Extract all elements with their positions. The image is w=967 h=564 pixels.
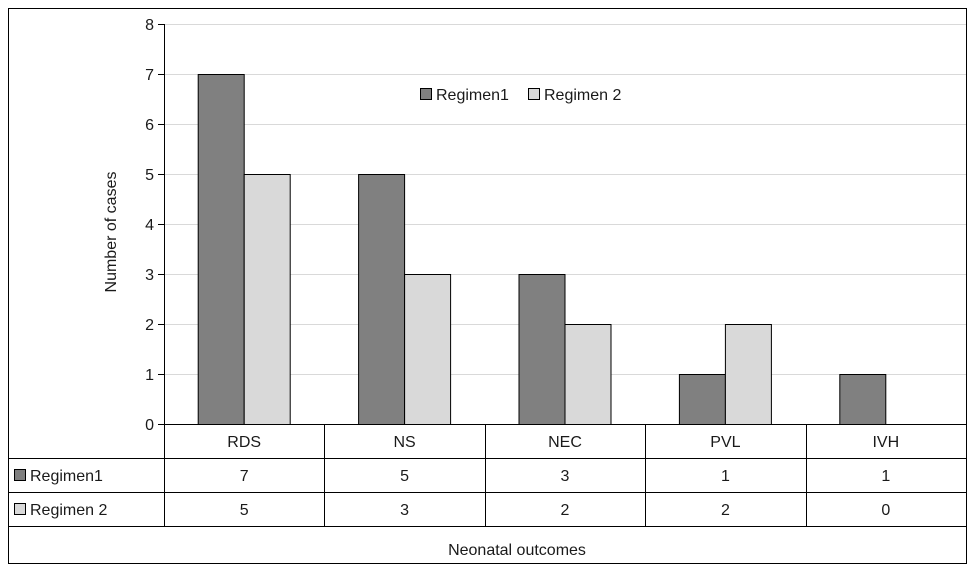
data-label: 1 bbox=[881, 468, 890, 485]
y-tick-label: 6 bbox=[145, 117, 154, 134]
y-tick-label: 3 bbox=[145, 267, 154, 284]
y-axis-label: Number of cases bbox=[103, 172, 120, 293]
data-label: 5 bbox=[240, 502, 249, 519]
data-label: 2 bbox=[561, 502, 570, 519]
x-tick-label: PVL bbox=[710, 434, 740, 451]
bar bbox=[243, 174, 291, 425]
x-tick-label: IVH bbox=[872, 434, 899, 451]
bars bbox=[197, 74, 887, 425]
axes: 0 1 2 3 4 5 6 7 8 bbox=[145, 17, 165, 434]
y-tick-label: 0 bbox=[145, 417, 154, 434]
legend: Regimen1 Regimen 2 bbox=[420, 87, 621, 104]
bar bbox=[839, 374, 887, 425]
bar bbox=[678, 374, 726, 425]
x-tick-label: RDS bbox=[227, 434, 261, 451]
table-legend-key bbox=[14, 469, 26, 481]
legend-key bbox=[420, 88, 432, 100]
bar bbox=[564, 324, 612, 425]
y-tick-label: 7 bbox=[145, 67, 154, 84]
data-label: 5 bbox=[400, 468, 409, 485]
table-legend-key bbox=[14, 503, 26, 515]
table-series-label: Regimen1 bbox=[30, 468, 103, 485]
y-tick-label: 1 bbox=[145, 367, 154, 384]
y-tick-label: 8 bbox=[145, 17, 154, 34]
data-label: 0 bbox=[881, 502, 890, 519]
y-tick-label: 5 bbox=[145, 167, 154, 184]
data-label: 2 bbox=[721, 502, 730, 519]
x-tick-label: NEC bbox=[548, 434, 582, 451]
y-tick-label: 2 bbox=[145, 317, 154, 334]
bar bbox=[518, 274, 566, 425]
data-label: 3 bbox=[561, 468, 570, 485]
x-tick-label: NS bbox=[393, 434, 415, 451]
table-series-label: Regimen 2 bbox=[30, 502, 107, 519]
legend-label: Regimen1 bbox=[436, 87, 509, 104]
bar bbox=[197, 74, 245, 425]
bar bbox=[358, 174, 406, 425]
legend-label: Regimen 2 bbox=[544, 87, 621, 104]
data-table: RDS NS NEC PVL IVH Regimen1 7 5 3 1 1 Regimen 2 5 3 2 2… bbox=[8, 424, 967, 527]
y-tick-label: 4 bbox=[145, 217, 154, 234]
data-label: 3 bbox=[400, 502, 409, 519]
bar bbox=[724, 324, 772, 425]
data-label: 7 bbox=[240, 468, 249, 485]
legend-key bbox=[528, 88, 540, 100]
data-label: 1 bbox=[721, 468, 730, 485]
x-axis-label: Neonatal outcomes bbox=[448, 542, 586, 559]
bar bbox=[404, 274, 452, 425]
gridlines bbox=[164, 24, 966, 375]
